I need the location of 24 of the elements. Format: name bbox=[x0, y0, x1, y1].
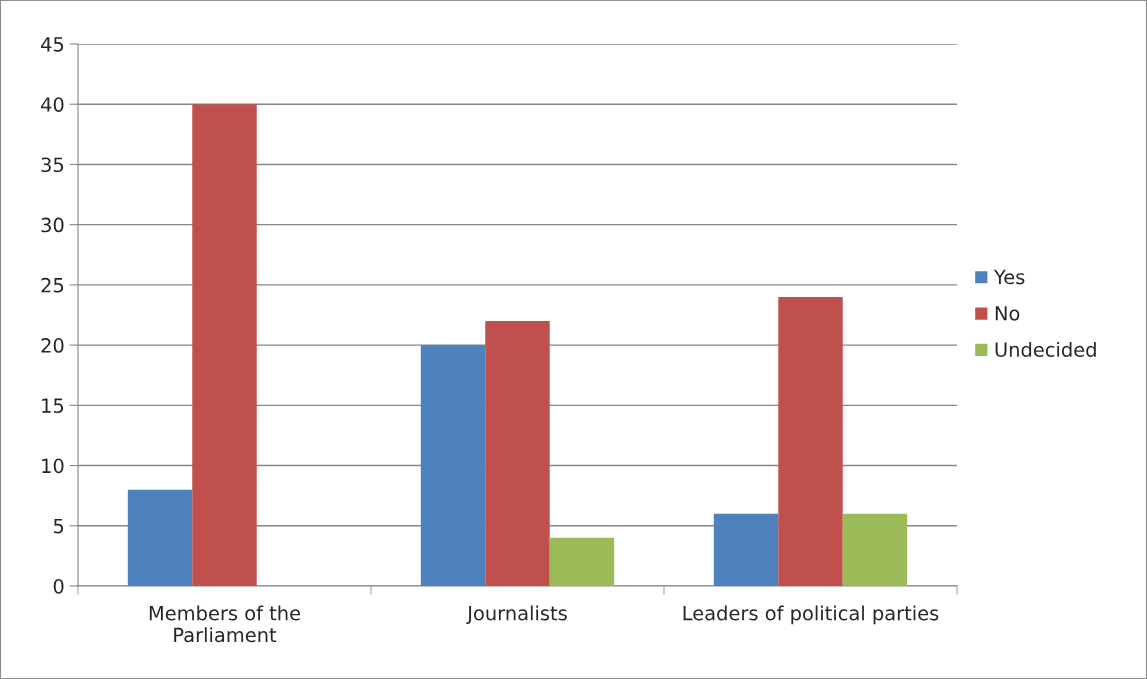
bar bbox=[485, 321, 550, 586]
y-tick-label: 5 bbox=[53, 518, 64, 534]
bar bbox=[420, 345, 486, 586]
bar bbox=[549, 537, 615, 586]
y-tick-label: 15 bbox=[42, 398, 64, 413]
bar bbox=[778, 296, 843, 586]
bar bbox=[713, 513, 779, 586]
legend-label: Yes bbox=[993, 269, 1025, 285]
y-tick-label: 10 bbox=[42, 458, 64, 474]
y-tick-label: 35 bbox=[41, 157, 64, 173]
legend-label: Undecided bbox=[995, 341, 1096, 357]
x-tick-label: Members of the Parliament bbox=[149, 605, 301, 643]
y-tick-label: 0 bbox=[53, 578, 64, 594]
bar bbox=[842, 513, 908, 586]
y-tick-label: 40 bbox=[41, 97, 64, 112]
y-tick-label: 45 bbox=[41, 37, 64, 52]
bar bbox=[192, 104, 257, 586]
y-tick-label: 20 bbox=[41, 338, 64, 353]
legend-label: No bbox=[995, 306, 1020, 321]
bar bbox=[127, 489, 193, 586]
y-tick-label: 25 bbox=[41, 277, 64, 293]
x-tick-label: Journalists bbox=[466, 605, 567, 625]
y-tick-label: 30 bbox=[41, 217, 64, 233]
x-tick-label: Leaders of political parties bbox=[683, 605, 939, 625]
